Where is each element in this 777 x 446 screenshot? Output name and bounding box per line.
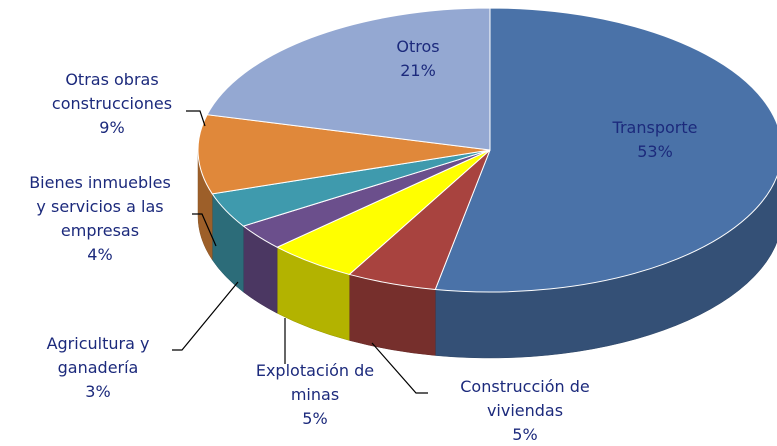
leader-lines	[172, 110, 428, 394]
slice	[434, 7, 777, 293]
slice-label: Bienes inmuebles y servicios a las empresa…	[29, 173, 171, 240]
leader-line	[186, 110, 206, 127]
slice-label: Agricultura y ganadería	[47, 334, 150, 377]
pie-sides	[197, 149, 777, 359]
pie-slices	[197, 7, 777, 293]
value-label: 4%	[87, 245, 112, 264]
slice-label: Construcción de viviendas	[460, 377, 589, 420]
value-label: 5%	[512, 425, 537, 444]
slice-label: Explotación de minas	[256, 361, 374, 404]
leader-line	[192, 213, 217, 247]
value-label: 53%	[637, 142, 673, 161]
slice-label: Transporte	[612, 118, 698, 137]
slice	[206, 7, 491, 151]
leader-line	[172, 281, 239, 351]
value-label: 21%	[400, 61, 436, 80]
labels: Transporte 53% Construcción de viviendas 5% E…	[29, 37, 697, 444]
slice	[197, 114, 491, 195]
value-label: 9%	[99, 118, 124, 137]
slice-label: Otras obras construcciones	[52, 70, 172, 113]
value-label: 3%	[85, 382, 110, 401]
value-label: 5%	[302, 409, 327, 428]
leader-line	[371, 342, 428, 394]
slice-label: Otros	[396, 37, 439, 56]
